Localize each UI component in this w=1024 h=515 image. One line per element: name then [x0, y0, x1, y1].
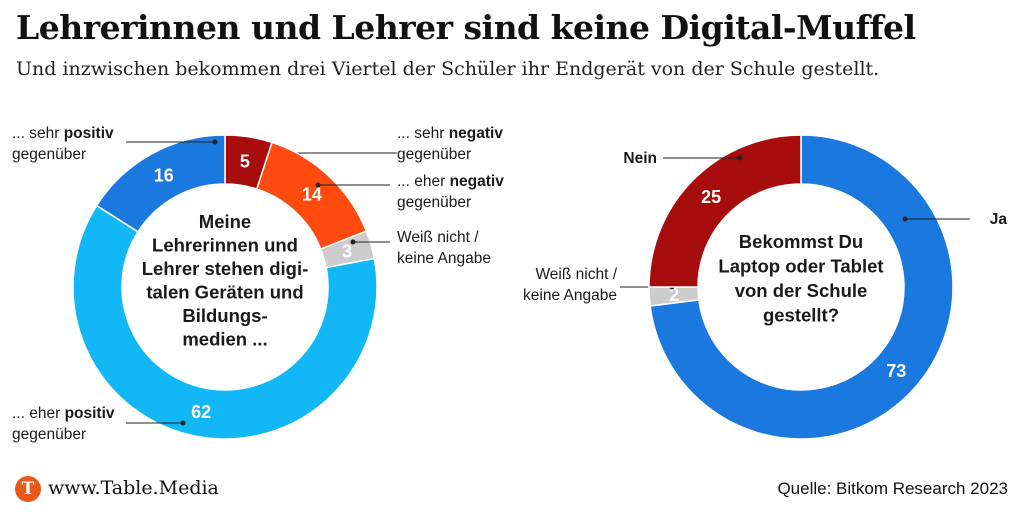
legend-label-weiß-nicht-keine-angabe: Weiß nicht / keine Angabe: [523, 266, 618, 304]
slice-value-weiß-nicht-keine-angabe: 3: [342, 242, 352, 262]
leader-dot-ja: [902, 216, 908, 222]
legend-label-sehr-positiv-gegenüber: ... sehr positiv gegenüber: [12, 125, 114, 163]
source-note: Quelle: Bitkom Research 2023: [777, 479, 1008, 498]
chart-subtitle: Und inzwischen bekommen drei Viertel der…: [16, 58, 880, 80]
slice-eher-positiv-gegenüber: [72, 204, 378, 440]
donut-chart-device-provided: 73 Ja 2 Weiß nicht / keine Angabe 25 Nein Bekom…: [523, 134, 1008, 440]
leader-dot-weiß-nicht-keine-angabe: [350, 239, 356, 245]
slice-value-sehr-negativ-gegenüber: 5: [240, 152, 250, 172]
legend-label-ja: Ja: [990, 211, 1008, 228]
legend-label-weiß-nicht-keine-angabe: Weiß nicht / keine Angabe: [397, 229, 491, 267]
legend-label-eher-negativ-gegenüber: ... eher negativ gegenüber: [397, 173, 504, 211]
donut-center-label: Meine Lehrerinnen und Lehrer stehen digi-t…: [142, 211, 309, 350]
slice-value-nein: 25: [701, 187, 721, 207]
slice-value-weiß-nicht-keine-angabe: 2: [669, 285, 679, 305]
chart-title: Lehrerinnen und Lehrer sind keine Digita…: [16, 8, 916, 47]
donut-chart-teacher-attitude: 5 ... sehr negativ gegenüber 14 ... eher neg…: [12, 125, 504, 443]
leader-dot-nein: [737, 155, 743, 161]
leader-dot-eher-negativ-gegenüber: [315, 182, 321, 188]
slice-ja: [649, 134, 954, 440]
leader-dot-eher-positiv-gegenüber: [180, 420, 186, 426]
legend-label-nein: Nein: [623, 150, 657, 167]
table-media-logo-icon: T: [15, 476, 41, 502]
slice-nein: [648, 134, 802, 288]
donut-center-label: Bekommst Du Laptop oder Tablet von der Sch…: [718, 231, 883, 326]
slice-value-eher-positiv-gegenüber: 62: [191, 402, 211, 422]
legend-label-sehr-negativ-gegenüber: ... sehr negativ gegenüber: [397, 125, 503, 163]
slice-value-sehr-positiv-gegenüber: 16: [154, 166, 174, 186]
leader-dot-sehr-positiv-gegenüber: [212, 139, 218, 145]
footer-url[interactable]: www.Table.Media: [48, 477, 219, 499]
legend-label-eher-positiv-gegenüber: ... eher positiv gegenüber: [12, 405, 115, 443]
slice-sehr-positiv-gegenüber: [95, 134, 226, 233]
slice-value-eher-negativ-gegenüber: 14: [302, 184, 322, 204]
slice-value-ja: 73: [886, 361, 906, 381]
